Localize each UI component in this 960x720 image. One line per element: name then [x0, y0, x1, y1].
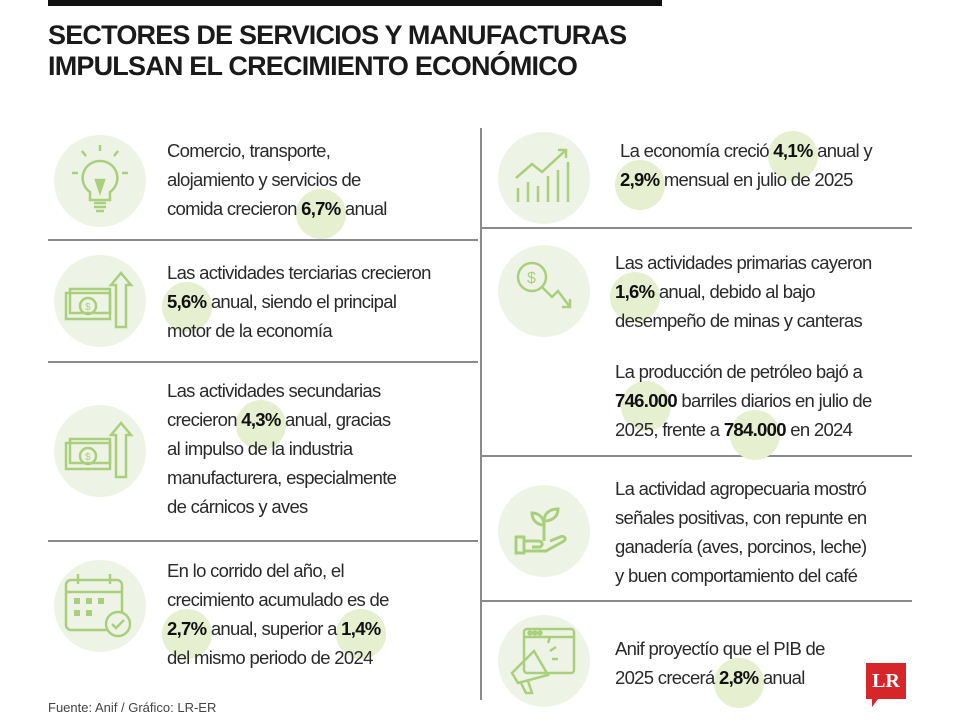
page-title: SECTORES DE SERVICIOS Y MANUFACTURAS IMP…	[48, 20, 627, 82]
title-line-1: SECTORES DE SERVICIOS Y MANUFACTURAS	[48, 20, 627, 50]
divider	[48, 361, 478, 363]
top-bar	[48, 0, 662, 6]
divider	[482, 600, 912, 602]
divider	[482, 455, 912, 457]
fact-oil: La producción de petróleo bajó a 746.000…	[615, 361, 872, 440]
dollar-down-arrow-icon: $	[498, 245, 590, 337]
column-divider	[480, 128, 482, 700]
money-up-arrow-icon: $	[54, 405, 146, 497]
megaphone-icon	[498, 615, 590, 707]
divider	[482, 227, 912, 229]
fact-commerce: Comercio, transporte, alojamiento y serv…	[167, 140, 387, 219]
fact-tertiary: Las actividades terciarias crecieron 5,6…	[167, 262, 431, 341]
svg-text:$: $	[85, 452, 91, 463]
divider	[48, 239, 478, 241]
fact-projection: Anif proyectío que el PIB de 2025 crecer…	[615, 638, 825, 688]
lightbulb-icon	[54, 135, 146, 227]
calendar-check-icon	[54, 560, 146, 652]
fact-primary: Las actividades primarias cayeron 1,6% a…	[615, 252, 872, 331]
title-line-2: IMPULSAN EL CRECIMIENTO ECONÓMICO	[48, 51, 578, 81]
fact-accumulated: En lo corrido del año, el crecimiento ac…	[167, 560, 389, 668]
fact-agriculture: La actividad agropecuaria mostró señales…	[615, 478, 867, 586]
svg-text:$: $	[527, 270, 536, 287]
source-note: Fuente: Anif / Gráfico: LR-ER	[48, 700, 217, 715]
fact-economy: La economía creció 4,1% anual y 2,9% men…	[620, 140, 873, 190]
lr-logo: LR	[866, 663, 906, 707]
svg-text:$: $	[85, 302, 91, 313]
plant-hand-icon	[498, 485, 590, 577]
divider	[48, 540, 478, 542]
fact-secondary: Las actividades secundarias crecieron 4,…	[167, 380, 397, 517]
growth-chart-icon	[498, 132, 590, 224]
money-up-arrow-icon: $	[54, 255, 146, 347]
